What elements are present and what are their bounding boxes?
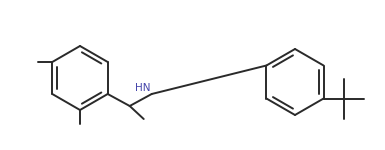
Text: HN: HN bbox=[135, 83, 151, 93]
